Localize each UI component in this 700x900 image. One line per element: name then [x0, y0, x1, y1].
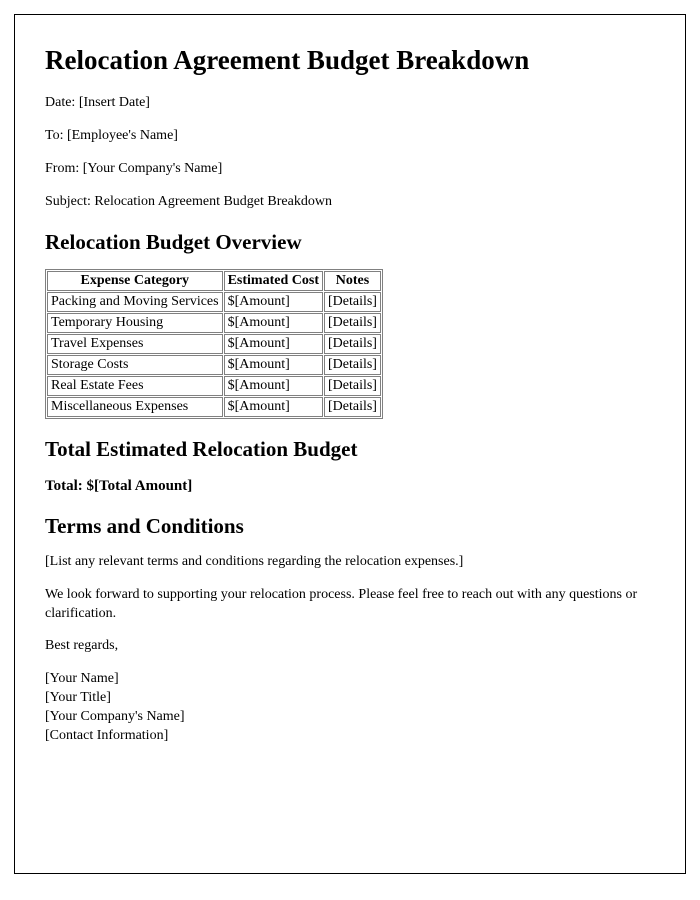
- cell-category: Real Estate Fees: [47, 376, 223, 396]
- table-row: Packing and Moving Services $[Amount] [D…: [47, 292, 381, 312]
- cell-cost: $[Amount]: [224, 292, 323, 312]
- cell-notes: [Details]: [324, 355, 381, 375]
- total-label: Total:: [45, 478, 83, 494]
- total-heading: Total Estimated Relocation Budget: [45, 437, 655, 462]
- document-page: Relocation Agreement Budget Breakdown Da…: [14, 14, 686, 874]
- table-row: Real Estate Fees $[Amount] [Details]: [47, 376, 381, 396]
- cell-notes: [Details]: [324, 313, 381, 333]
- budget-table: Expense Category Estimated Cost Notes Pa…: [45, 269, 383, 419]
- col-notes: Notes: [324, 271, 381, 291]
- terms-body: [List any relevant terms and conditions …: [45, 553, 655, 572]
- date-label: Date:: [45, 95, 75, 110]
- meta-date: Date: [Insert Date]: [45, 94, 655, 113]
- signature-contact: [Contact Information]: [45, 727, 655, 746]
- to-label: To:: [45, 128, 63, 143]
- cell-notes: [Details]: [324, 292, 381, 312]
- cell-category: Travel Expenses: [47, 334, 223, 354]
- to-value: [Employee's Name]: [67, 128, 178, 143]
- cell-category: Miscellaneous Expenses: [47, 397, 223, 417]
- cell-cost: $[Amount]: [224, 313, 323, 333]
- closing-paragraph: We look forward to supporting your reloc…: [45, 586, 655, 624]
- cell-category: Temporary Housing: [47, 313, 223, 333]
- cell-cost: $[Amount]: [224, 334, 323, 354]
- cell-category: Storage Costs: [47, 355, 223, 375]
- col-expense-category: Expense Category: [47, 271, 223, 291]
- signature-company: [Your Company's Name]: [45, 708, 655, 727]
- table-row: Temporary Housing $[Amount] [Details]: [47, 313, 381, 333]
- from-value: [Your Company's Name]: [83, 161, 223, 176]
- total-line: Total: $[Total Amount]: [45, 476, 655, 496]
- table-row: Travel Expenses $[Amount] [Details]: [47, 334, 381, 354]
- table-row: Miscellaneous Expenses $[Amount] [Detail…: [47, 397, 381, 417]
- meta-to: To: [Employee's Name]: [45, 127, 655, 146]
- cell-notes: [Details]: [324, 397, 381, 417]
- table-row: Storage Costs $[Amount] [Details]: [47, 355, 381, 375]
- terms-heading: Terms and Conditions: [45, 514, 655, 539]
- from-label: From:: [45, 161, 79, 176]
- signature-name: [Your Name]: [45, 670, 655, 689]
- cell-cost: $[Amount]: [224, 355, 323, 375]
- page-title: Relocation Agreement Budget Breakdown: [45, 45, 655, 76]
- signature-title: [Your Title]: [45, 689, 655, 708]
- col-estimated-cost: Estimated Cost: [224, 271, 323, 291]
- table-header-row: Expense Category Estimated Cost Notes: [47, 271, 381, 291]
- overview-heading: Relocation Budget Overview: [45, 230, 655, 255]
- subject-value: Relocation Agreement Budget Breakdown: [94, 194, 332, 209]
- cell-cost: $[Amount]: [224, 376, 323, 396]
- signature-block: [Your Name] [Your Title] [Your Company's…: [45, 670, 655, 746]
- date-value: [Insert Date]: [79, 95, 150, 110]
- cell-cost: $[Amount]: [224, 397, 323, 417]
- meta-subject: Subject: Relocation Agreement Budget Bre…: [45, 193, 655, 212]
- cell-category: Packing and Moving Services: [47, 292, 223, 312]
- meta-from: From: [Your Company's Name]: [45, 160, 655, 179]
- cell-notes: [Details]: [324, 334, 381, 354]
- total-value: $[Total Amount]: [87, 478, 193, 494]
- subject-label: Subject:: [45, 194, 91, 209]
- regards: Best regards,: [45, 637, 655, 656]
- cell-notes: [Details]: [324, 376, 381, 396]
